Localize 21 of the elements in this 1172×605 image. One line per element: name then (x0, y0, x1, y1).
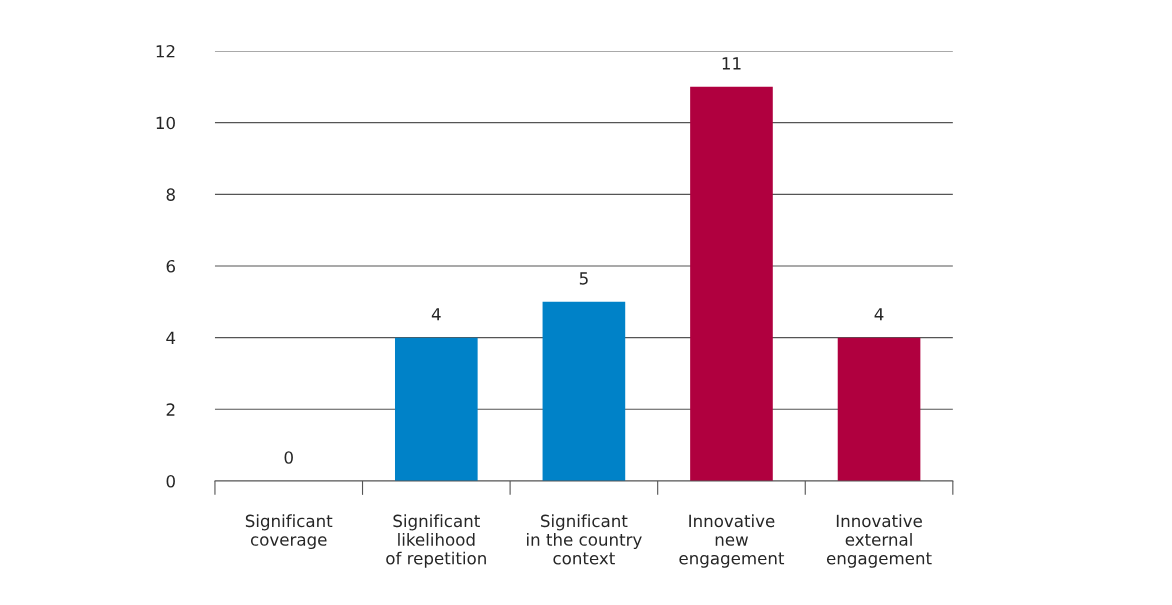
bar (394, 337, 478, 481)
y-tick-label: 8 (166, 188, 175, 201)
bar (837, 337, 921, 481)
data-label: 4 (874, 308, 884, 321)
bar (690, 86, 773, 481)
data-label: 11 (722, 57, 741, 70)
y-tick-label: 12 (156, 44, 175, 58)
bar (542, 301, 626, 481)
x-tick-label: Innovative external engagement (826, 514, 932, 568)
x-tick-label: Significant in the country context (527, 514, 642, 565)
y-tick-label: 10 (156, 116, 175, 130)
x-tick-label: Significant coverage (245, 514, 333, 550)
y-tick-label: 4 (166, 331, 176, 344)
y-tick-label: 6 (166, 259, 176, 273)
data-label: 4 (431, 308, 441, 321)
x-tick-label: Innovative new engagement (679, 514, 785, 568)
data-label: 5 (579, 272, 588, 285)
y-tick-label: 2 (166, 403, 175, 416)
x-tick-label: Significant likelihood of repetition (386, 514, 486, 568)
y-tick-label: 0 (166, 474, 175, 488)
data-label: 0 (284, 451, 293, 464)
